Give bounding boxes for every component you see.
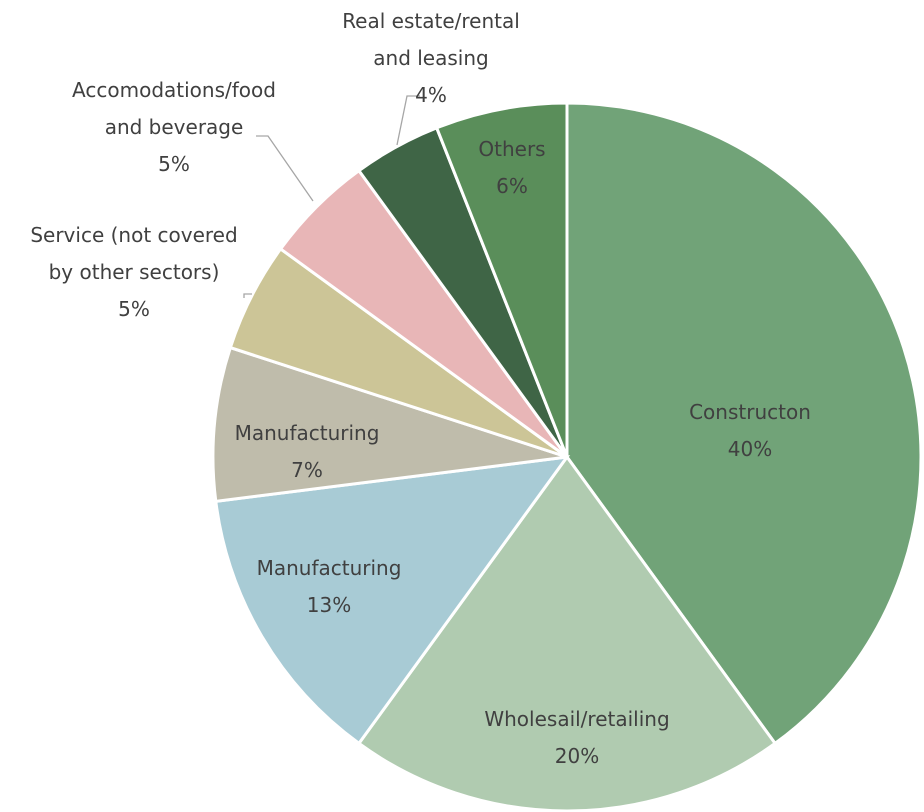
leader-line [256, 135, 314, 202]
slice-category-label: Constructon [689, 400, 811, 424]
slice-value-label: 4% [415, 83, 447, 107]
pie-slice [211, 345, 568, 504]
slice-category-label: by other sectors) [49, 260, 220, 284]
slice-category-label: and leasing [373, 46, 488, 70]
slice-value-label: 5% [118, 297, 150, 321]
slice-category-label: Wholesail/retailing [484, 707, 669, 731]
slice-category-label: Accomodations/food [72, 78, 276, 102]
slice-labels: Constructon 40% Wholesail/retailing 20% Manu… [30, 9, 811, 768]
leader-lines [243, 95, 420, 298]
pie-slice [434, 101, 569, 458]
slice-category-label: Manufacturing [257, 556, 402, 580]
slice-value-label: 5% [158, 152, 190, 176]
pie-slices [211, 101, 923, 812]
leader-line [396, 95, 420, 146]
slice-category-label: Real estate/rental [342, 9, 520, 33]
slice-value-label: 40% [728, 437, 772, 461]
slice-value-label: 7% [291, 458, 323, 482]
slice-category-label: and beverage [105, 115, 244, 139]
slice-value-label: 20% [555, 744, 599, 768]
pie-slice [356, 454, 778, 812]
leader-line [243, 293, 252, 298]
slice-category-label: Service (not covered [30, 223, 237, 247]
slice-category-label: Manufacturing [235, 421, 380, 445]
slice-category-label: Others [478, 137, 545, 161]
pie-slice [565, 101, 923, 746]
pie-slice [214, 455, 571, 746]
slice-value-label: 6% [496, 174, 528, 198]
slice-value-label: 13% [307, 593, 351, 617]
